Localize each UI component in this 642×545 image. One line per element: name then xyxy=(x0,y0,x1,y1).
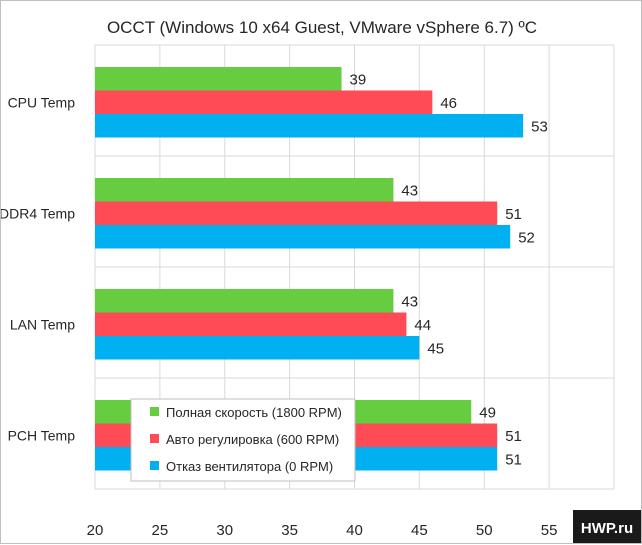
legend-label: Полная скорость (1800 RPM) xyxy=(166,405,342,420)
category-label: DDR4 Temp xyxy=(1,205,75,221)
data-label: 43 xyxy=(401,293,418,310)
legend-box xyxy=(130,398,356,482)
bar xyxy=(95,312,407,336)
watermark-text: HWP.ru xyxy=(581,520,633,537)
data-label: 52 xyxy=(518,229,535,246)
x-axis-ticks: 20 25 30 35 40 45 50 55 xyxy=(87,522,558,539)
bars: 39 46 53 43 51 52 43 44 45 49 51 51 xyxy=(95,67,548,471)
data-label: 46 xyxy=(440,95,457,112)
category-labels: CPU Temp DDR4 Temp LAN Temp PCH Temp xyxy=(1,94,75,443)
tick-label: 40 xyxy=(346,522,363,539)
category-label: LAN Temp xyxy=(10,316,75,332)
tick-label: 55 xyxy=(541,522,558,539)
tick-label: 50 xyxy=(476,522,493,539)
category-label: PCH Temp xyxy=(8,427,76,443)
data-label: 51 xyxy=(505,206,522,223)
data-label: 45 xyxy=(427,340,444,357)
category-label: CPU Temp xyxy=(8,94,76,110)
legend-label: Отказ вентилятора (0 RPM) xyxy=(166,459,333,474)
tick-label: 35 xyxy=(281,522,298,539)
bar xyxy=(95,201,498,225)
bar xyxy=(95,289,394,313)
legend-swatch xyxy=(150,461,159,470)
bar xyxy=(95,114,524,138)
tick-label: 45 xyxy=(411,522,428,539)
data-label: 43 xyxy=(401,182,418,199)
data-label: 39 xyxy=(350,71,367,88)
chart-title: OCCT (Windows 10 x64 Guest, VMware vSphe… xyxy=(107,18,537,37)
watermark: HWP.ru xyxy=(573,510,641,543)
bar xyxy=(95,178,394,202)
tick-label: 30 xyxy=(216,522,233,539)
legend-label: Авто регулировка (600 RPM) xyxy=(166,432,339,447)
bar xyxy=(95,336,420,360)
bar xyxy=(95,90,433,114)
bar xyxy=(95,67,342,91)
data-label: 49 xyxy=(479,404,496,421)
tick-label: 25 xyxy=(152,522,169,539)
data-label: 44 xyxy=(414,317,431,334)
data-label: 51 xyxy=(505,428,522,445)
data-label: 53 xyxy=(531,118,548,135)
tick-label: 20 xyxy=(87,522,104,539)
legend: Полная скорость (1800 RPM) Авто регулиров… xyxy=(130,398,356,482)
legend-swatch xyxy=(150,434,159,443)
watermark-box xyxy=(573,510,641,543)
bar xyxy=(95,225,511,249)
legend-swatch xyxy=(150,407,159,416)
data-label: 51 xyxy=(505,451,522,468)
